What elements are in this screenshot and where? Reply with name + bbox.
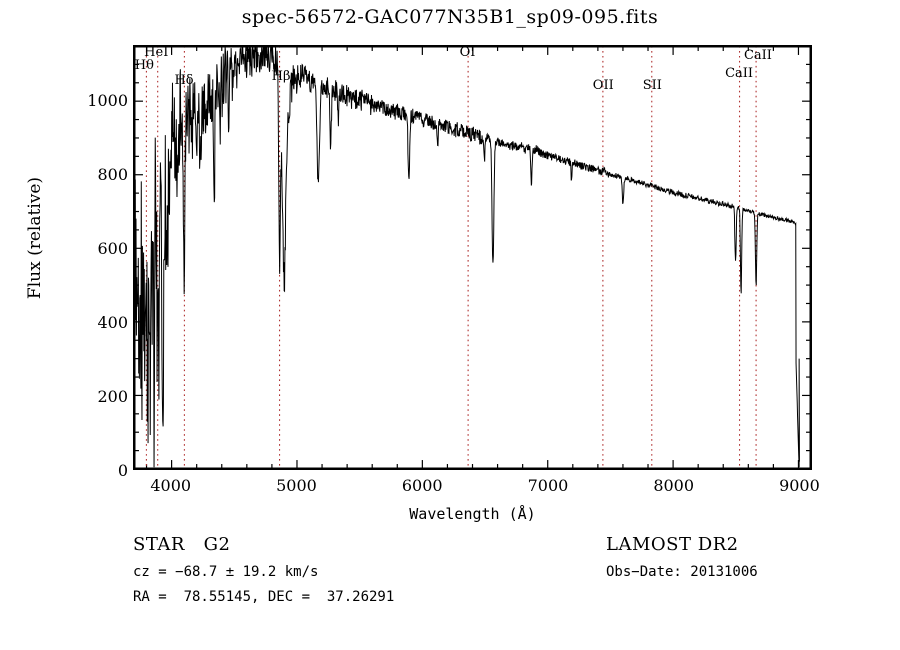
y-tick-1000: 1000 <box>87 91 128 111</box>
line-label-SII-6: SII <box>642 77 662 93</box>
footer-right: LAMOST DR2 Obs−Date: 20131006 <box>606 534 896 589</box>
line-label-HeI-1: HeI <box>144 45 169 61</box>
y-tick-400: 400 <box>97 313 128 333</box>
axis-ticks <box>134 46 811 469</box>
obs-date: Obs−Date: 20131006 <box>606 564 758 580</box>
x-axis-tick-labels: 4000 5000 6000 7000 8000 9000 <box>133 476 819 500</box>
plot-border <box>134 46 811 469</box>
x-axis-title: Wavelength (Å) <box>409 505 536 523</box>
survey-name: LAMOST DR2 <box>606 534 739 555</box>
y-tick-600: 600 <box>97 239 128 259</box>
line-label-OII-5: OII <box>592 77 614 93</box>
y-tick-200: 200 <box>97 387 128 407</box>
line-label-CaII-7: CaII <box>725 65 754 81</box>
object-class: STAR G2 <box>133 534 231 555</box>
redshift-velocity: cz = −68.7 ± 19.2 km/s <box>133 564 319 580</box>
y-axis-tick-labels: 0 200 400 600 800 1000 <box>62 45 128 480</box>
line-marker-guides <box>145 46 757 469</box>
x-tick-5000: 5000 <box>276 476 317 495</box>
line-label-Hβ-3: Hβ <box>271 68 291 84</box>
line-label-CaII-8: CaII <box>743 48 772 64</box>
line-label-OI-4: OI <box>459 45 476 61</box>
footer-left: STAR G2 cz = −68.7 ± 19.2 km/s RA = 78.5… <box>133 534 553 614</box>
y-tick-0: 0 <box>117 461 128 480</box>
coordinates: RA = 78.55145, DEC = 37.26291 <box>133 589 395 605</box>
plot-area <box>133 45 812 470</box>
y-tick-800: 800 <box>97 165 128 185</box>
x-tick-8000: 8000 <box>653 476 695 495</box>
x-tick-4000: 4000 <box>150 476 192 495</box>
x-tick-9000: 9000 <box>779 476 820 495</box>
line-label-Hθ-0: Hθ <box>134 58 154 74</box>
y-axis-title: Flux (relative) <box>25 176 45 300</box>
line-label-Hδ-2: Hδ <box>174 73 194 89</box>
spectrum-canvas <box>134 46 811 469</box>
x-tick-7000: 7000 <box>527 476 569 495</box>
spectrum-trace <box>134 46 800 468</box>
page-title: spec-56572-GAC077N35B1_sp09-095.fits <box>241 6 659 28</box>
x-tick-6000: 6000 <box>401 476 443 495</box>
